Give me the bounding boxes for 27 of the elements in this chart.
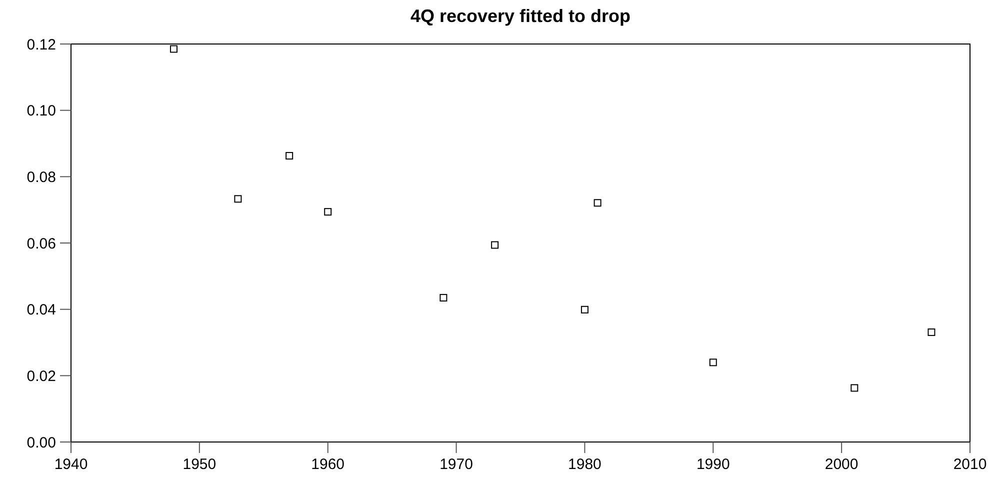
y-tick-label: 0.10 bbox=[26, 102, 56, 120]
chart-title: 4Q recovery fitted to drop bbox=[410, 6, 631, 26]
point bbox=[580, 306, 588, 314]
y-tick-label: 0.02 bbox=[26, 368, 56, 385]
x-tick-label: 1940 bbox=[54, 456, 88, 473]
point bbox=[850, 384, 858, 392]
x-tick-label: 1990 bbox=[696, 456, 730, 473]
point bbox=[170, 45, 178, 53]
x-tick-label: 1950 bbox=[182, 456, 216, 473]
y-tick-label: 0.00 bbox=[26, 434, 56, 452]
x-tick-label: 1980 bbox=[568, 456, 602, 473]
point bbox=[491, 241, 499, 249]
y-tick-label: 0.08 bbox=[26, 168, 56, 186]
x-tick-label: 2010 bbox=[953, 456, 987, 473]
y-tick-label: 0.12 bbox=[26, 36, 56, 54]
point bbox=[440, 294, 448, 302]
point bbox=[324, 208, 332, 216]
point bbox=[594, 199, 602, 207]
point bbox=[234, 195, 242, 203]
x-tick-label: 1970 bbox=[440, 456, 473, 473]
x-tick-label: 1960 bbox=[311, 456, 345, 473]
point bbox=[286, 152, 294, 160]
point bbox=[709, 358, 717, 366]
y-tick-label: 0.04 bbox=[26, 302, 56, 319]
x-tick-label: 2000 bbox=[824, 456, 858, 473]
point bbox=[928, 328, 936, 336]
y-tick-label: 0.06 bbox=[26, 235, 56, 252]
